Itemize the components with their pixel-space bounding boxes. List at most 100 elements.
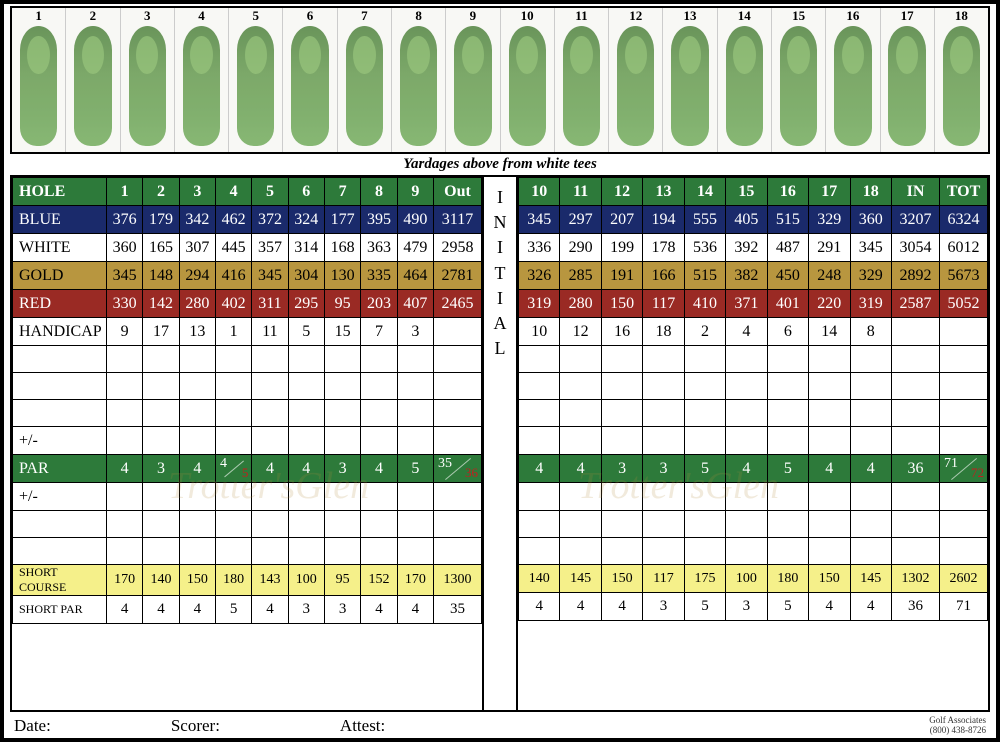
cell: 180 bbox=[767, 565, 808, 593]
cell: 4 bbox=[361, 455, 397, 483]
cell bbox=[107, 400, 143, 427]
cell bbox=[397, 511, 433, 538]
row-label: RED bbox=[13, 290, 107, 318]
cell: 117 bbox=[643, 565, 684, 593]
cell: 4 bbox=[288, 455, 324, 483]
cell: 330 bbox=[107, 290, 143, 318]
cell: 2892 bbox=[892, 262, 940, 290]
cell bbox=[892, 373, 940, 400]
cell: 319 bbox=[850, 290, 892, 318]
cell: 194 bbox=[643, 206, 684, 234]
cell: 363 bbox=[361, 234, 397, 262]
cell bbox=[809, 400, 850, 427]
cell bbox=[601, 483, 642, 511]
cell bbox=[107, 346, 143, 373]
cell: 220 bbox=[809, 290, 850, 318]
cell: 464 bbox=[397, 262, 433, 290]
cell bbox=[519, 400, 560, 427]
cell: 36 bbox=[892, 593, 940, 621]
cell bbox=[850, 483, 892, 511]
cell: 3 bbox=[726, 593, 767, 621]
cell bbox=[361, 346, 397, 373]
hole-diagram-2: 2 bbox=[66, 8, 120, 152]
row-row-blank bbox=[13, 538, 482, 565]
cell: 445 bbox=[215, 234, 251, 262]
cell: 2 bbox=[143, 178, 179, 206]
cell: 11 bbox=[560, 178, 601, 206]
split-cell: 3536 bbox=[434, 455, 482, 483]
cell: 6 bbox=[288, 178, 324, 206]
cell: 140 bbox=[143, 565, 179, 596]
row-label: HANDICAP bbox=[13, 318, 107, 346]
cell bbox=[215, 511, 251, 538]
cell: 5673 bbox=[940, 262, 988, 290]
cell bbox=[850, 538, 892, 565]
cell: 5 bbox=[252, 178, 288, 206]
cell: 3 bbox=[179, 178, 215, 206]
cell: 3 bbox=[143, 455, 179, 483]
scorer-label: Scorer: bbox=[171, 716, 220, 736]
cell: 18 bbox=[850, 178, 892, 206]
cell bbox=[560, 538, 601, 565]
row-row-pm bbox=[519, 483, 988, 511]
cell: 4 bbox=[397, 596, 433, 624]
cell bbox=[397, 483, 433, 511]
cell bbox=[434, 318, 482, 346]
cell bbox=[684, 483, 725, 511]
cell: 295 bbox=[288, 290, 324, 318]
cell: 2 bbox=[684, 318, 725, 346]
cell bbox=[850, 373, 892, 400]
cell bbox=[726, 400, 767, 427]
row-label: HOLE bbox=[13, 178, 107, 206]
cell: 4 bbox=[519, 593, 560, 621]
row-row-hole: HOLE123456789Out bbox=[13, 178, 482, 206]
cell bbox=[288, 483, 324, 511]
cell bbox=[252, 538, 288, 565]
row-row-short: 14014515011717510018015014513022602 bbox=[519, 565, 988, 593]
cell: 6012 bbox=[940, 234, 988, 262]
cell: 16 bbox=[767, 178, 808, 206]
cell bbox=[252, 427, 288, 455]
cell: 372 bbox=[252, 206, 288, 234]
cell: 314 bbox=[288, 234, 324, 262]
cell: 3117 bbox=[434, 206, 482, 234]
cell bbox=[143, 538, 179, 565]
cell: 4 bbox=[215, 178, 251, 206]
row-label: GOLD bbox=[13, 262, 107, 290]
cell: 165 bbox=[143, 234, 179, 262]
cell: 9 bbox=[397, 178, 433, 206]
cell: 7 bbox=[324, 178, 360, 206]
cell: 4 bbox=[726, 455, 767, 483]
cell: 3 bbox=[601, 455, 642, 483]
cell: 357 bbox=[252, 234, 288, 262]
cell: 5 bbox=[288, 318, 324, 346]
cell bbox=[560, 400, 601, 427]
cell bbox=[434, 511, 482, 538]
cell: 1300 bbox=[434, 565, 482, 596]
cell: 9 bbox=[107, 318, 143, 346]
hole-diagram-17: 17 bbox=[881, 8, 935, 152]
row-row-par: 443354544367172 bbox=[519, 455, 988, 483]
cell: 3 bbox=[324, 596, 360, 624]
cell: 150 bbox=[601, 290, 642, 318]
cell: 4 bbox=[809, 593, 850, 621]
cell bbox=[361, 427, 397, 455]
cell: 35 bbox=[434, 596, 482, 624]
cell: 1302 bbox=[892, 565, 940, 593]
cell bbox=[850, 346, 892, 373]
cell: 405 bbox=[726, 206, 767, 234]
cell bbox=[434, 400, 482, 427]
cell: 360 bbox=[850, 206, 892, 234]
cell: 2587 bbox=[892, 290, 940, 318]
cell: 178 bbox=[643, 234, 684, 262]
cell: 179 bbox=[143, 206, 179, 234]
cell: 5052 bbox=[940, 290, 988, 318]
date-label: Date: bbox=[14, 716, 51, 736]
cell bbox=[684, 373, 725, 400]
cell: 5 bbox=[684, 455, 725, 483]
row-row-pm bbox=[519, 427, 988, 455]
cell: 326 bbox=[519, 262, 560, 290]
cell bbox=[324, 400, 360, 427]
cell bbox=[684, 538, 725, 565]
cell bbox=[850, 400, 892, 427]
